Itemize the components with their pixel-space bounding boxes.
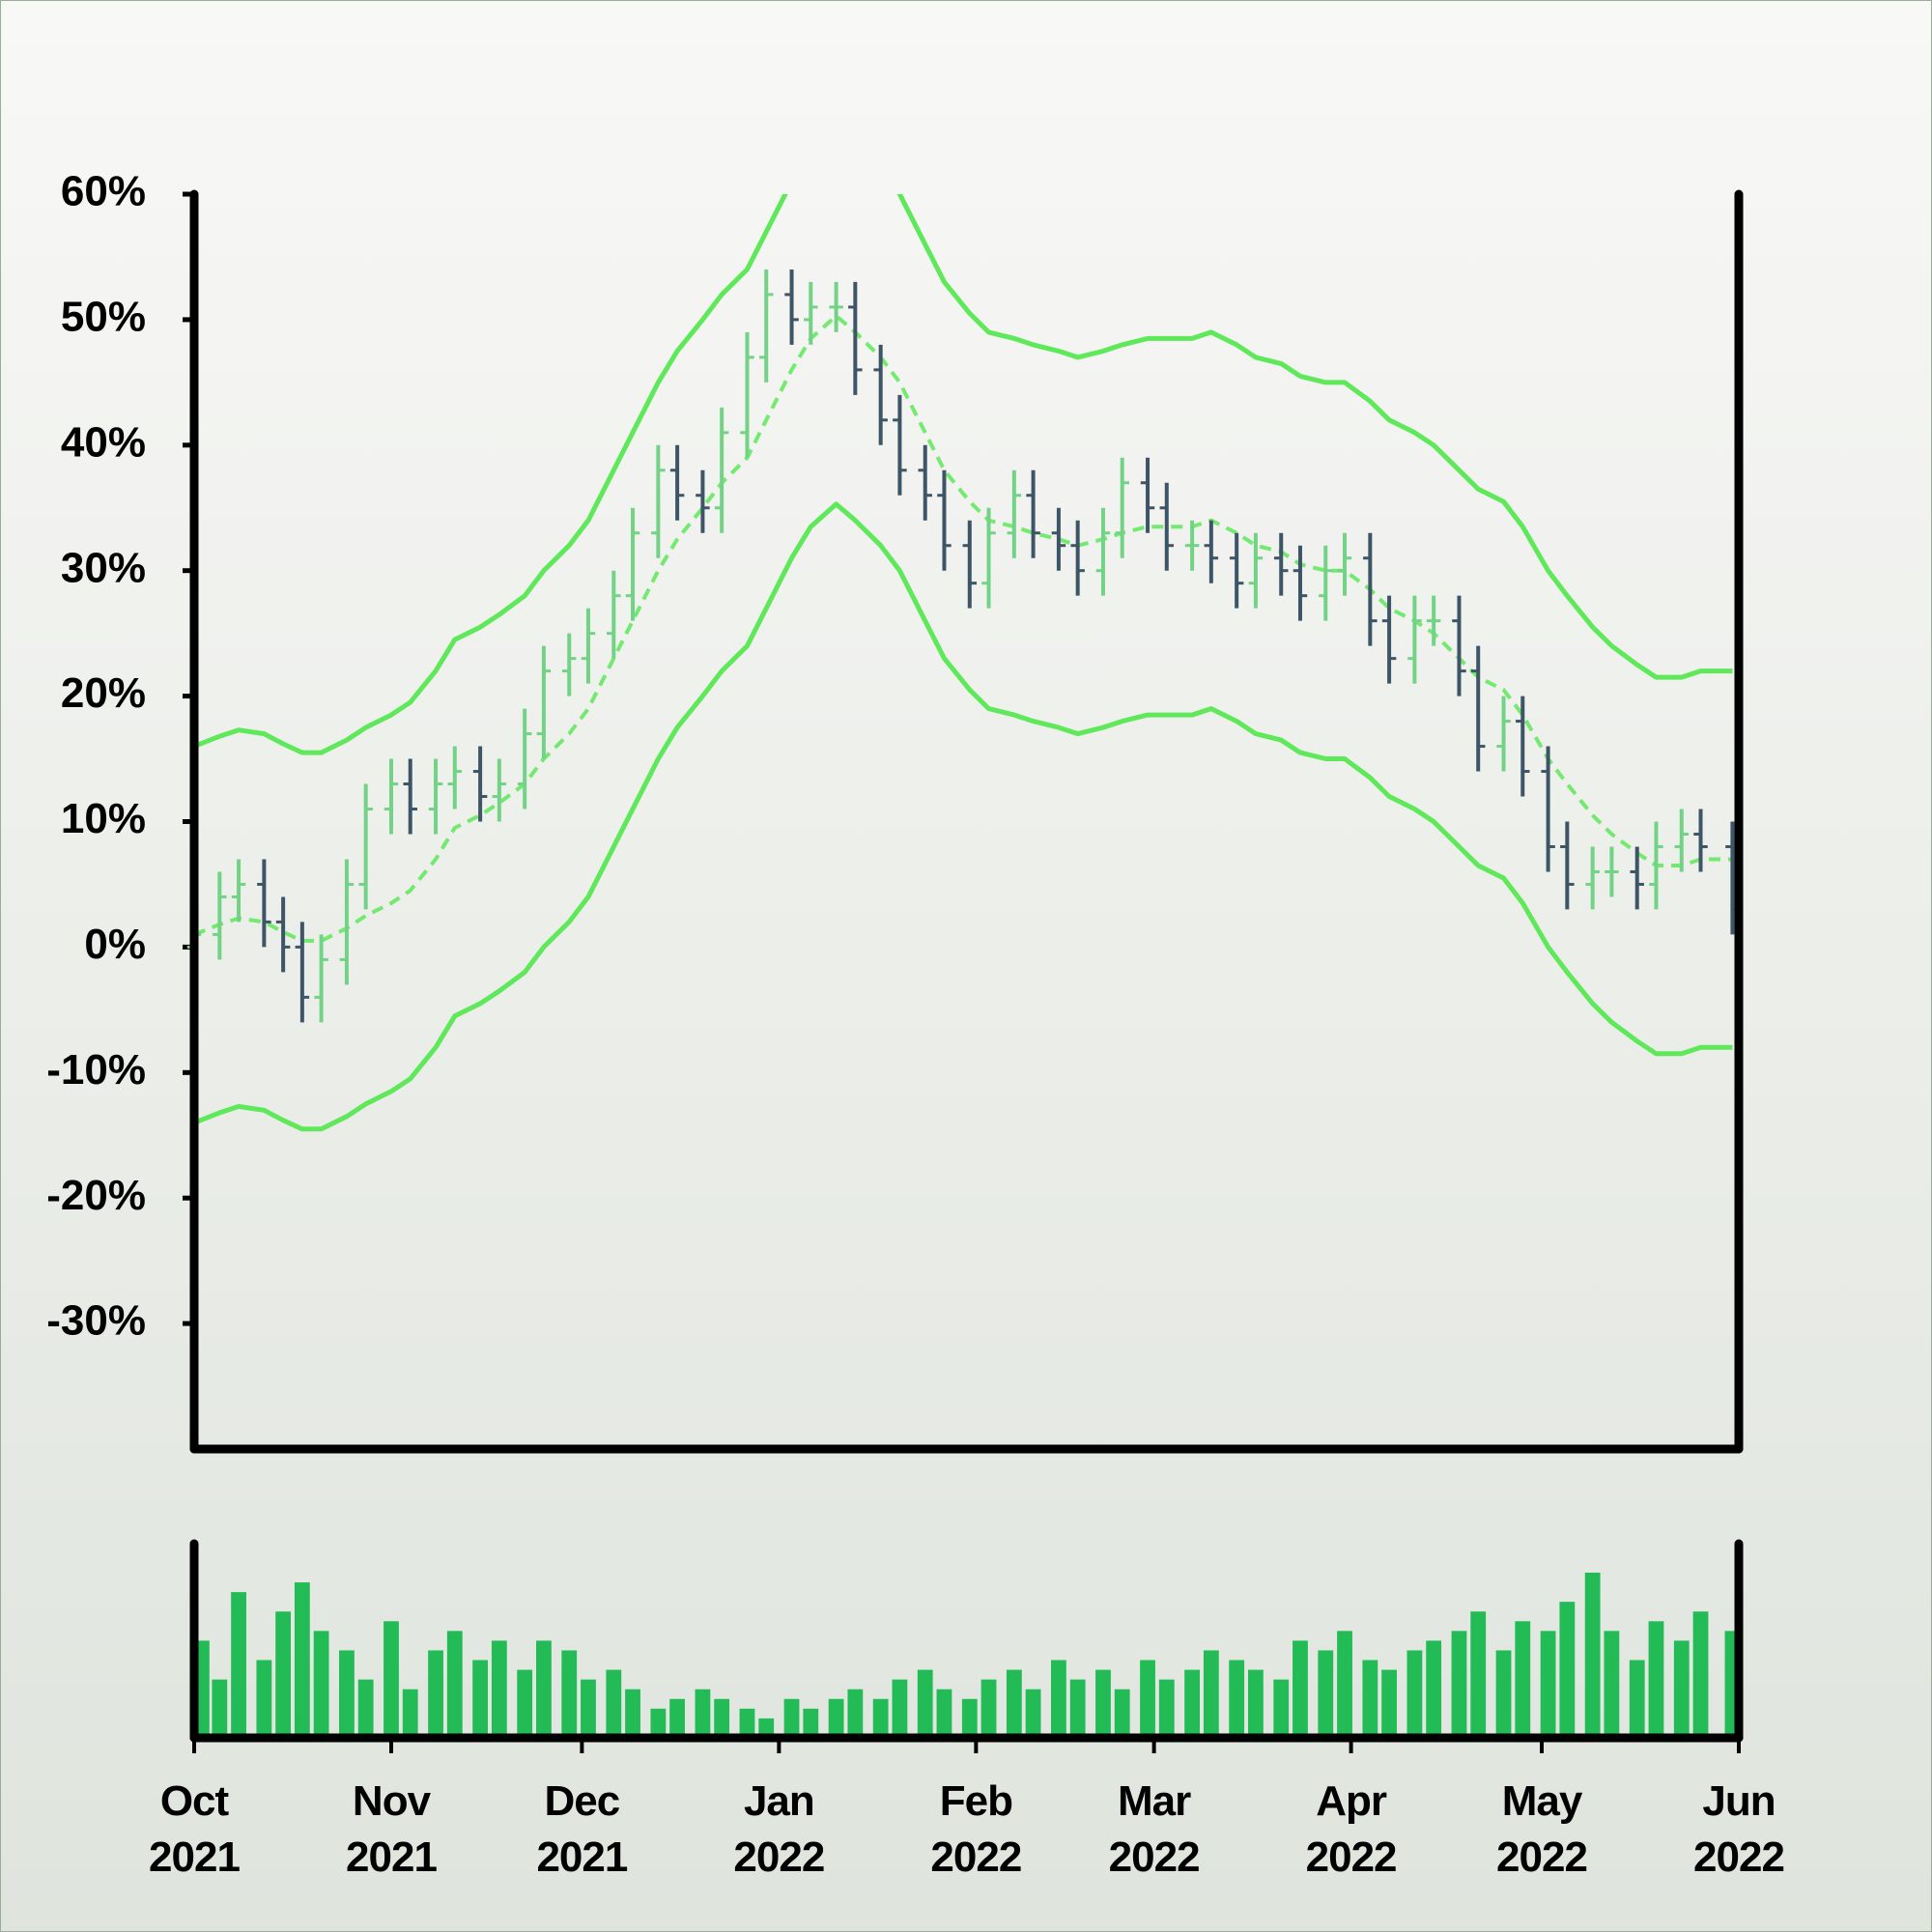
volume-bar (1648, 1621, 1664, 1738)
volume-bar (1426, 1640, 1442, 1738)
volume-bar (828, 1698, 844, 1738)
volume-bar (1673, 1640, 1690, 1738)
volume-bar (339, 1650, 355, 1738)
volume-bar (256, 1660, 272, 1738)
x-tick-label: Dec 2021 (536, 1777, 628, 1881)
volume-bar (428, 1650, 443, 1738)
band-lower (194, 501, 1733, 1132)
volume-bar (1495, 1650, 1512, 1738)
volume-bar (1273, 1679, 1290, 1738)
volume-bar (606, 1669, 622, 1738)
volume-bar (1337, 1631, 1352, 1738)
volume-bar (581, 1679, 596, 1738)
y-tick-label: 20% (61, 669, 146, 717)
x-tick-label: Jun 2022 (1693, 1777, 1785, 1881)
volume-bar (980, 1679, 997, 1738)
volume-bar (1095, 1669, 1111, 1738)
volume-bar (1069, 1679, 1086, 1738)
volume-bar (1362, 1660, 1378, 1738)
y-tick-label: 10% (61, 795, 146, 842)
volume-bar (625, 1689, 640, 1738)
volume-bar (917, 1669, 933, 1738)
x-tick-label: Feb 2022 (930, 1777, 1022, 1881)
volume-bar (695, 1689, 711, 1738)
volume-bar (1515, 1621, 1531, 1738)
volume-bar (847, 1689, 864, 1738)
volume-bar (1629, 1660, 1645, 1738)
volume-bar (212, 1679, 228, 1738)
volume-bar (1559, 1602, 1576, 1738)
bands (194, 194, 1733, 1132)
y-tick-label: -30% (46, 1297, 146, 1345)
volume-bar (536, 1640, 552, 1738)
volume-bar (1229, 1660, 1245, 1738)
volume-bar (783, 1698, 800, 1738)
volume-bar (1470, 1611, 1487, 1738)
x-tick-label: Nov 2021 (346, 1777, 438, 1881)
volume-bar (1451, 1631, 1467, 1738)
volume-bar (1318, 1650, 1334, 1738)
volume-bar (1692, 1611, 1709, 1738)
y-tick-label: -10% (46, 1046, 146, 1094)
volume-bar (872, 1698, 889, 1738)
y-tick-label: 40% (61, 418, 146, 466)
x-tick-label: Mar 2022 (1108, 1777, 1201, 1881)
volume-bar (1184, 1669, 1200, 1738)
band-upper (194, 194, 1733, 755)
x-tick-label: Oct 2021 (149, 1777, 241, 1881)
volume-bar (1604, 1631, 1620, 1738)
x-tick-label: Jan 2022 (733, 1777, 825, 1881)
volume-bar (517, 1669, 533, 1738)
volume-bar (1248, 1669, 1264, 1738)
volume-bar (231, 1592, 246, 1738)
y-tick-label: 0% (84, 921, 146, 968)
volume-bar (313, 1631, 329, 1738)
volume-bar (1406, 1650, 1423, 1738)
volume-bar (936, 1689, 952, 1738)
volume-bar (1540, 1631, 1556, 1738)
volume-bar (1584, 1573, 1601, 1738)
volume-bar (1158, 1679, 1175, 1738)
volume-bar (1025, 1689, 1041, 1738)
volume-bar (714, 1698, 730, 1738)
volume-bar (275, 1611, 292, 1738)
volume-bar (491, 1640, 507, 1738)
volume-bar (357, 1679, 374, 1738)
y-tick-label: 30% (61, 544, 146, 591)
volume-bar (384, 1621, 399, 1738)
x-tick-label: May 2022 (1496, 1777, 1588, 1881)
volume-bar (669, 1698, 685, 1738)
volume-bar (650, 1708, 667, 1738)
y-tick-label: 60% (61, 168, 146, 215)
volume-bar (961, 1698, 978, 1738)
y-tick-label: 50% (61, 294, 146, 341)
volume-bar (892, 1679, 908, 1738)
volume-bar (1203, 1650, 1219, 1738)
volume-bar (294, 1582, 310, 1738)
volume-bar (402, 1689, 418, 1738)
volume-bar (1293, 1640, 1308, 1738)
volume-bar (758, 1718, 775, 1738)
volume-bar (803, 1708, 819, 1738)
volume-bar (1051, 1660, 1066, 1738)
volume-bar (472, 1660, 489, 1738)
y-tick-label: -20% (46, 1172, 146, 1219)
volume-bar (739, 1708, 755, 1738)
volume-bar (1381, 1669, 1397, 1738)
volume-bar (1006, 1669, 1022, 1738)
volume-bar (1140, 1660, 1155, 1738)
volume-bar (446, 1631, 463, 1738)
volume-bar (1114, 1689, 1130, 1738)
x-tick-label: Apr 2022 (1305, 1777, 1398, 1881)
volume-bar (561, 1650, 578, 1738)
band-middle (194, 314, 1733, 943)
